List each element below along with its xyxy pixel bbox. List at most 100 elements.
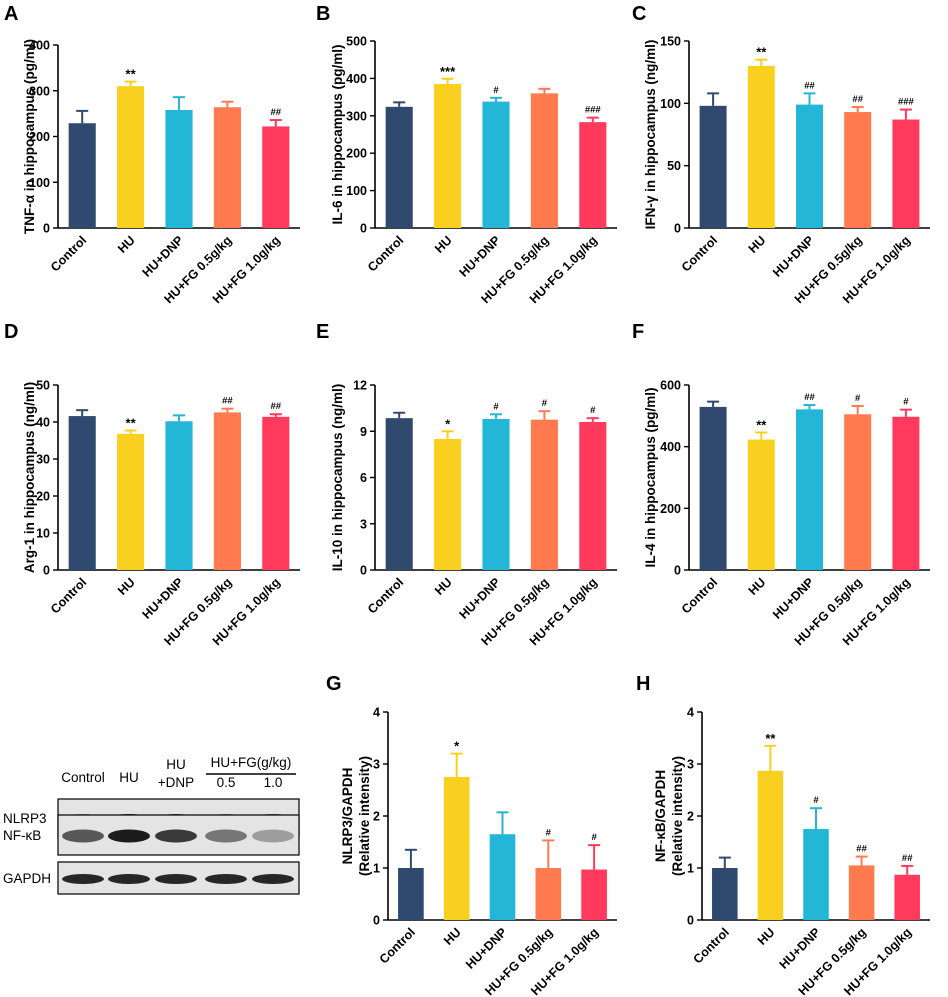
category-label: HU (432, 233, 455, 256)
bar (68, 416, 96, 570)
category-label: Control (679, 575, 720, 616)
y-tick-label: 100 (660, 97, 681, 111)
significance-label: ** (126, 67, 137, 82)
bar (262, 126, 290, 228)
y-axis-label: (Relative intensity) (357, 756, 372, 876)
y-tick-label: 0 (373, 914, 380, 928)
y-tick-label: 200 (660, 502, 681, 516)
y-tick-label: 0 (674, 222, 681, 236)
y-tick-label: 400 (346, 72, 367, 86)
y-tick-label: 400 (660, 440, 681, 454)
category-label: HU+DNP (140, 233, 186, 279)
category-label: Control (365, 233, 406, 274)
y-tick-label: 100 (346, 184, 367, 198)
bar (757, 770, 784, 920)
bar (579, 422, 607, 570)
bar (213, 412, 241, 570)
y-tick-label: 300 (346, 109, 367, 123)
significance-label: ** (765, 731, 776, 746)
blot-band (252, 874, 294, 884)
blot-band (205, 829, 247, 843)
chart-panel-h: H 0 1 2 3 4 NF-κB/GAPDH (Relative intensity) Con… (636, 673, 930, 997)
blot-column-label: HU (119, 770, 139, 785)
bar (796, 104, 823, 228)
y-tick-label: 150 (660, 35, 681, 49)
y-tick-label: 3 (687, 758, 694, 772)
bar (892, 119, 920, 228)
blot-column-label: +DNP (158, 775, 194, 790)
panel-letter: F (632, 321, 644, 343)
significance-label: ## (902, 853, 913, 864)
blot-band (108, 829, 150, 843)
bar (581, 869, 607, 920)
blot-row-label: NLRP3 (3, 811, 47, 826)
y-tick-label: 30 (36, 453, 50, 467)
bar (747, 439, 775, 570)
category-label: HU+DNP (770, 233, 816, 279)
bar (482, 418, 510, 570)
y-tick-label: 50 (667, 159, 681, 173)
bar (117, 86, 145, 228)
category-label: Control (691, 925, 732, 966)
significance-label: # (542, 398, 548, 409)
significance-label: ## (856, 844, 867, 855)
y-tick-label: 9 (360, 425, 367, 439)
category-label: Control (365, 575, 406, 616)
blot-band (205, 874, 247, 884)
category-label: HU (746, 575, 769, 598)
category-label: HU (755, 925, 778, 948)
y-tick-label: 6 (360, 471, 367, 485)
category-label: HU (441, 925, 464, 948)
significance-label: ** (126, 416, 137, 431)
panel-letter: A (4, 3, 18, 25)
y-axis-label: (Relative intensity) (670, 756, 685, 876)
bar (844, 112, 872, 228)
bar (434, 84, 462, 228)
chart-panel-e: E 0 3 6 9 12 IL-10 in hippocampus (ng/ml) Contr… (316, 321, 617, 648)
bar (803, 829, 829, 920)
significance-label: # (493, 85, 499, 96)
y-tick-label: 4 (687, 706, 694, 720)
bar (530, 419, 558, 570)
bar (262, 416, 290, 570)
blot-column-label: 1.0 (264, 775, 283, 790)
blot-column-label: HU (166, 757, 186, 772)
y-axis-label: IL-6 in hippocampus (pg/ml) (330, 45, 345, 225)
y-tick-label: 400 (29, 39, 50, 53)
y-tick-label: 1 (687, 862, 694, 876)
significance-label: ## (804, 392, 815, 403)
y-tick-label: 3 (360, 517, 367, 531)
blot-row-label: GAPDH (3, 871, 51, 886)
bar (844, 414, 872, 570)
bar (434, 438, 462, 570)
y-tick-label: 1 (373, 862, 380, 876)
blot-column-label: HU+FG(g/kg) (211, 755, 292, 770)
blot-band (155, 829, 197, 843)
category-label: HU (115, 575, 138, 598)
category-label: Control (679, 233, 720, 274)
category-label: HU (432, 575, 455, 598)
y-axis-label: IL-4 in hippocampus (pg/ml) (643, 388, 658, 568)
blot-band (62, 829, 104, 843)
bar (796, 409, 823, 570)
bar (489, 834, 516, 920)
bar (385, 418, 413, 570)
bar (482, 101, 510, 228)
significance-label: # (590, 405, 596, 416)
bar (894, 874, 920, 920)
bar (712, 868, 738, 920)
significance-label: # (493, 401, 499, 412)
panel-letter: B (316, 3, 330, 25)
significance-label: * (454, 739, 460, 754)
significance-label: ### (585, 105, 602, 116)
category-label: Control (48, 575, 89, 616)
bar (385, 106, 413, 228)
y-tick-label: 2 (687, 810, 694, 824)
y-axis-label: IL-10 in hippocampus (ng/ml) (330, 384, 345, 572)
y-tick-label: 2 (373, 810, 380, 824)
category-label: HU (746, 233, 769, 256)
